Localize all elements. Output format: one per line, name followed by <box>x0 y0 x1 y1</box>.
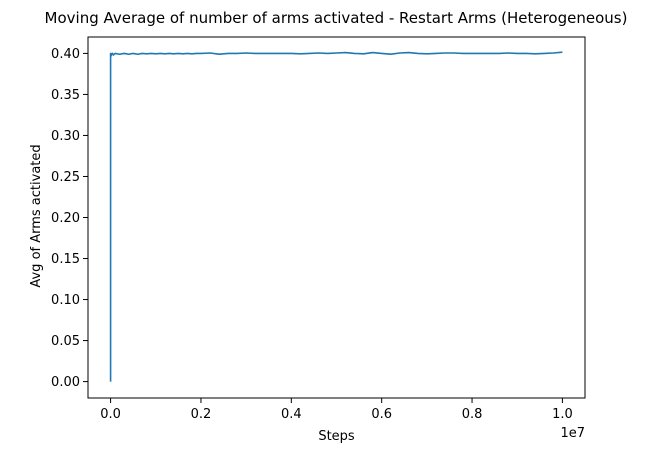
y-tick-label: 0.35 <box>51 88 80 103</box>
x-tick-label: 0.8 <box>462 407 483 422</box>
y-tick-label: 0.05 <box>51 334 80 349</box>
y-tick-label: 0.00 <box>51 375 80 390</box>
x-tick-label: 0.4 <box>281 407 302 422</box>
series-line <box>109 51 563 382</box>
y-tick-label: 0.25 <box>51 170 80 185</box>
y-axis-label: Avg of Arms activated <box>29 144 44 287</box>
y-axis: 0.00 0.05 0.10 0.15 0.20 0.25 0.30 0.35 0.40 <box>51 47 88 390</box>
y-tick-label: 0.15 <box>51 252 80 267</box>
y-tick-label: 0.30 <box>51 129 80 144</box>
y-tick-label: 0.20 <box>51 211 80 226</box>
x-axis: 0.0 0.2 0.4 0.6 0.8 1.0 <box>100 398 573 422</box>
x-axis-label: Steps <box>318 429 355 444</box>
x-tick-label: 0.0 <box>100 407 121 422</box>
x-tick-label: 1.0 <box>552 407 573 422</box>
plot-area <box>87 36 586 399</box>
x-axis-offset-label: 1e7 <box>560 426 585 441</box>
y-tick-label: 0.40 <box>51 47 80 62</box>
y-tick-label: 0.10 <box>51 293 80 308</box>
chart-title: Moving Average of number of arms activat… <box>45 9 628 27</box>
x-tick-label: 0.2 <box>191 407 212 422</box>
x-tick-label: 0.6 <box>371 407 392 422</box>
series-layer <box>109 51 563 382</box>
plot-frame <box>87 36 586 399</box>
